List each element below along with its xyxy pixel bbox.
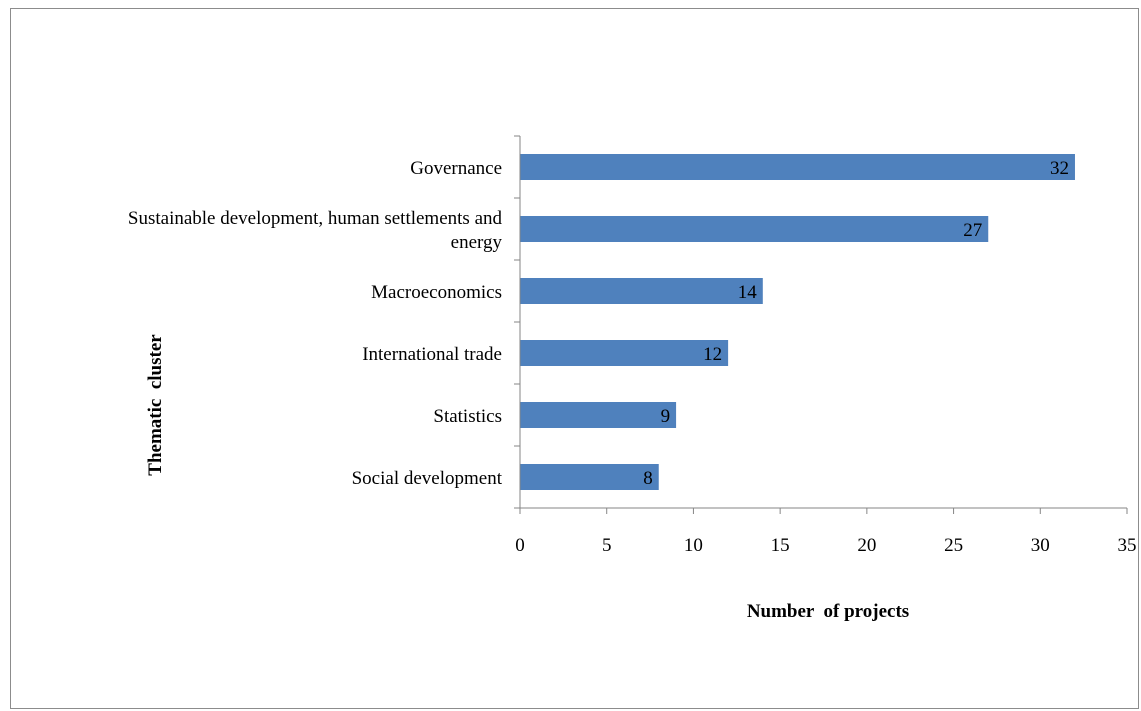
category-label: Social development [352, 468, 503, 489]
bar [520, 402, 677, 428]
x-tick-label: 30 [1031, 535, 1050, 556]
bar [520, 216, 989, 242]
x-tick-label: 25 [944, 535, 963, 556]
category-label: Sustainable development, human settlemen… [128, 208, 503, 229]
x-tick-labels: 0 5 10 15 20 25 30 35 [515, 535, 1136, 556]
data-label: 14 [738, 282, 758, 303]
bar [520, 278, 763, 304]
category-labels: Governance Sustainable development, human… [128, 158, 503, 489]
bar [520, 464, 659, 490]
data-label: 8 [643, 468, 653, 489]
x-tick-label: 10 [684, 535, 703, 556]
data-label: 12 [703, 344, 722, 365]
x-tick-label: 35 [1118, 535, 1137, 556]
x-tick-label: 5 [602, 535, 612, 556]
bars-group [520, 154, 1075, 490]
y-axis-title: Thematic cluster [145, 334, 166, 476]
category-label: International trade [362, 344, 502, 365]
data-label: 32 [1050, 158, 1069, 179]
category-label: Statistics [433, 406, 502, 427]
bar [520, 340, 729, 366]
x-tick-label: 20 [857, 535, 876, 556]
category-label: energy [451, 232, 503, 253]
data-label: 27 [963, 220, 982, 241]
x-axis-title: Number of projects [747, 601, 909, 622]
axes-group [514, 135, 1128, 514]
data-labels: 32 27 14 12 9 8 [643, 158, 1069, 489]
category-label: Governance [410, 158, 502, 179]
data-label: 9 [661, 406, 671, 427]
x-tick-label: 0 [515, 535, 525, 556]
x-tick-label: 15 [771, 535, 790, 556]
bar [520, 154, 1075, 180]
category-label: Macroeconomics [371, 282, 502, 303]
